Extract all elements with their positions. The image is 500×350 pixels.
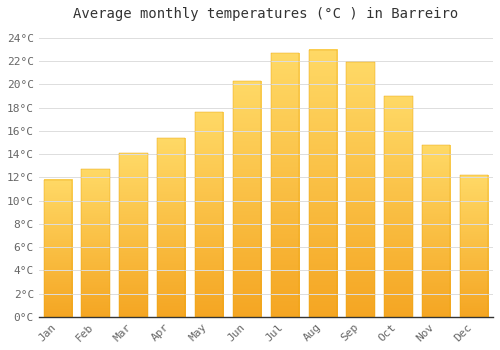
Bar: [195, 112, 224, 317]
Bar: [308, 49, 337, 317]
Bar: [82, 169, 110, 317]
Bar: [346, 62, 375, 317]
Bar: [233, 81, 261, 317]
Bar: [422, 145, 450, 317]
Bar: [384, 96, 412, 317]
Title: Average monthly temperatures (°C ) in Barreiro: Average monthly temperatures (°C ) in Ba…: [74, 7, 458, 21]
Bar: [44, 180, 72, 317]
Bar: [157, 138, 186, 317]
Bar: [270, 53, 299, 317]
Bar: [119, 153, 148, 317]
Bar: [460, 175, 488, 317]
